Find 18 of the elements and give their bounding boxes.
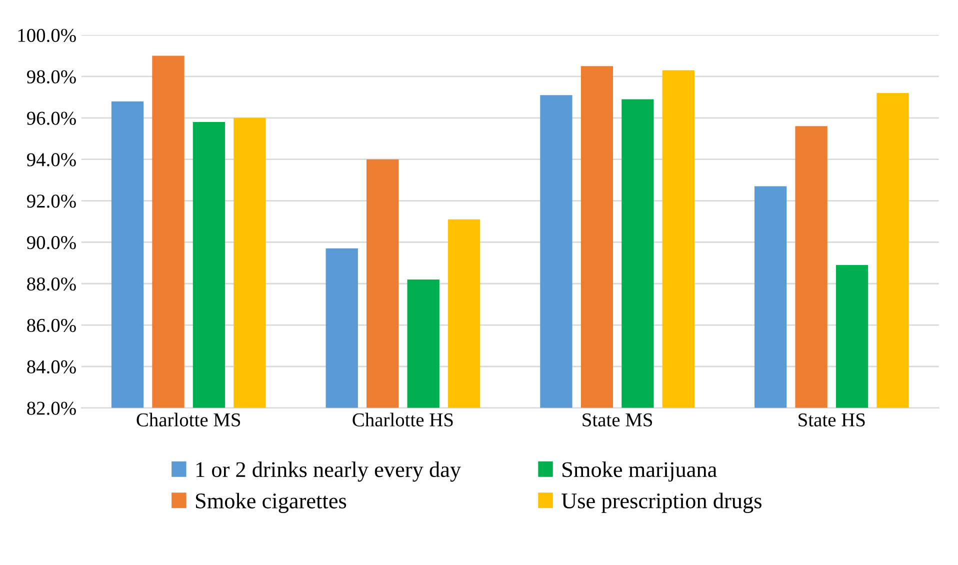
y-tick-label: 90.0%	[26, 236, 76, 250]
y-tick-label: 88.0%	[27, 277, 76, 291]
legend-label: 1 or 2 drinks nearly every day	[196, 461, 461, 482]
legend-label: Use prescription drugs	[562, 492, 762, 513]
y-tick-label: 96.0%	[26, 112, 76, 125]
y-tick-label: 94.0%	[26, 153, 76, 166]
y-tick-label: 86.0%	[27, 318, 76, 332]
y-tick-label: 82.0%	[27, 402, 76, 415]
x-tick-label: Charlotte MS	[136, 412, 240, 426]
x-tick-label: Charlotte HS	[352, 412, 453, 426]
y-tick-label: 92.0%	[26, 194, 76, 208]
legend-label: Smoke cigarettes	[196, 492, 346, 514]
y-tick-label: 100.0%	[18, 28, 76, 42]
legend-label: Smoke marijuana	[562, 461, 717, 482]
x-tick-label: State MS	[582, 413, 652, 426]
y-tick-label: 84.0%	[27, 360, 76, 374]
x-tick-label: State HS	[798, 413, 865, 426]
y-tick-label: 98.0%	[26, 70, 76, 84]
